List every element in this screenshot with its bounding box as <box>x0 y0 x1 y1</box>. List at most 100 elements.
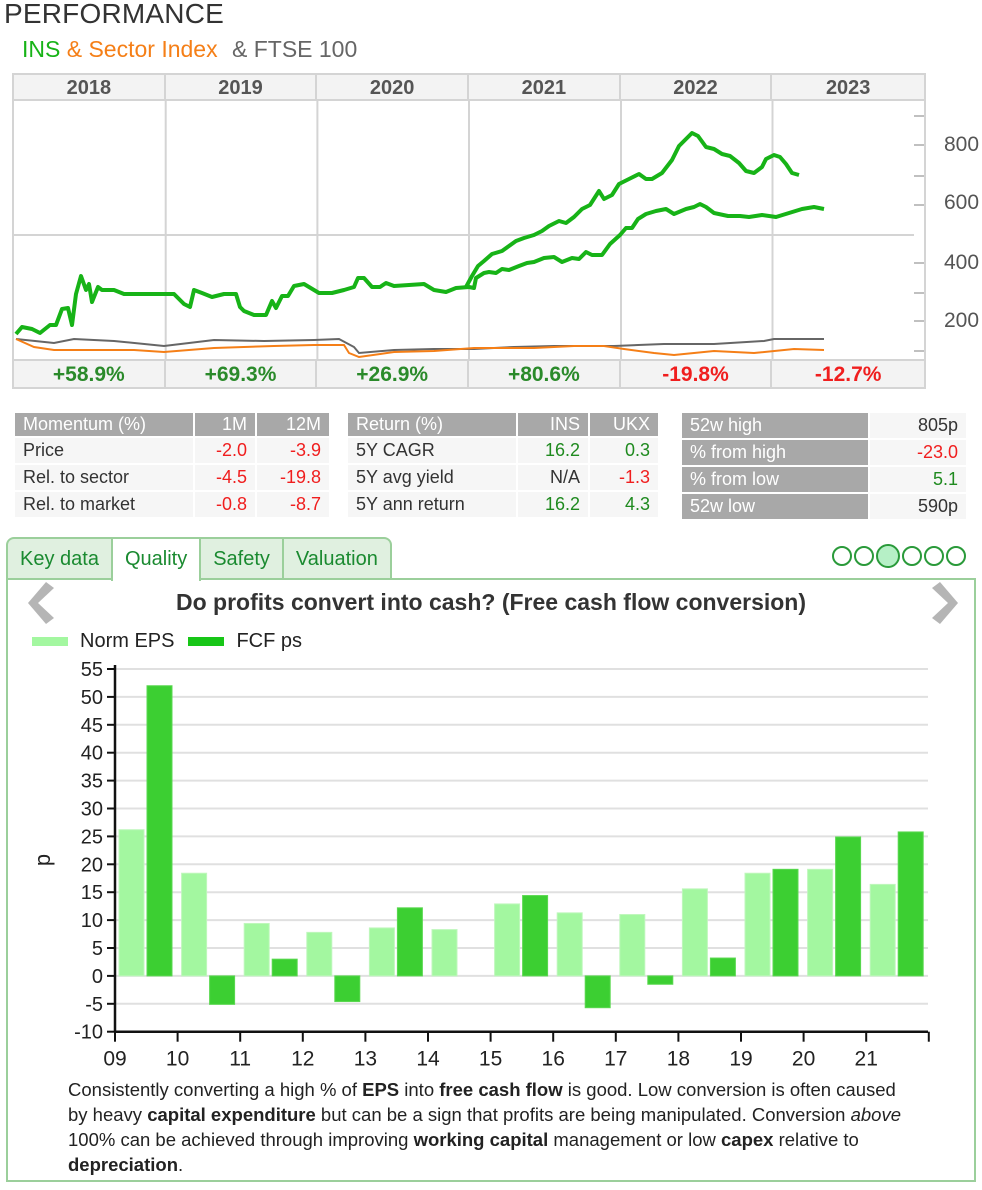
page-dot-5[interactable] <box>924 546 944 566</box>
y-tick-label: -10 <box>74 1022 103 1044</box>
value-ins: N/A <box>518 465 588 490</box>
x-tick-label: 21 <box>855 1048 878 1071</box>
year-label: 2020 <box>317 75 470 99</box>
range-table: 52w high 805p % from high -23.0 % from low… <box>680 411 968 521</box>
row-label: % from low <box>682 467 868 492</box>
tab-quality[interactable]: Quality <box>110 537 202 581</box>
description-text: working capital <box>413 1129 549 1150</box>
page-dot-1[interactable] <box>832 546 852 566</box>
description-text: but can be a sign that profits are being… <box>315 1104 851 1125</box>
x-tick-label: 16 <box>542 1048 565 1071</box>
description-text: management or low <box>548 1129 721 1150</box>
tab-bar: Key data Quality Safety Valuation <box>6 537 392 581</box>
page-dot-3[interactable] <box>876 544 900 568</box>
description-text: Consistently converting a high % of <box>68 1079 363 1100</box>
chart-description: Consistently converting a high % of EPS … <box>68 1077 918 1177</box>
momentum-table: Momentum (%) 1M 12M Price -2.0 -3.9 Rel. t… <box>13 411 331 519</box>
tab-safety[interactable]: Safety <box>199 537 284 579</box>
return-table: Return (%) INS UKX 5Y CAGR 16.2 0.3 5Y avg… <box>346 411 660 519</box>
row-label: 5Y ann return <box>348 492 516 517</box>
table-row: Price -2.0 -3.9 <box>15 438 329 463</box>
x-tick-label: 18 <box>667 1048 690 1071</box>
description-text: capital expenditure <box>147 1104 316 1125</box>
bar-fcf-ps <box>209 975 236 1005</box>
chevron-right-icon[interactable] <box>932 580 962 626</box>
bar-norm-eps <box>619 914 646 977</box>
page-indicator <box>832 544 966 568</box>
y-tick-label: 55 <box>81 659 103 681</box>
table-row: 5Y ann return 16.2 4.3 <box>348 492 658 517</box>
table-row: 52w low 590p <box>682 494 966 519</box>
year-label: 2021 <box>469 75 621 99</box>
return-header: Return (%) <box>348 413 516 436</box>
table-row: % from high -23.0 <box>682 440 966 465</box>
page-dot-6[interactable] <box>946 546 966 566</box>
quality-panel: Do profits convert into cash? (Free cash… <box>6 578 976 1182</box>
bar-norm-eps <box>807 868 834 977</box>
y-tick-label: 0 <box>92 966 103 988</box>
table-row: Rel. to market -0.8 -8.7 <box>15 492 329 517</box>
y-tick-label: 50 <box>81 687 103 709</box>
annual-return: +26.9% <box>317 361 470 387</box>
tab-valuation[interactable]: Valuation <box>281 537 392 579</box>
table-row: 52w high 805p <box>682 413 966 438</box>
y-tick-label: 10 <box>81 910 103 932</box>
legend-ftse: & FTSE 100 <box>231 36 358 62</box>
bar-fcf-ps <box>334 975 361 1003</box>
page-dot-2[interactable] <box>854 546 874 566</box>
year-label: 2022 <box>621 75 773 99</box>
row-label: Rel. to market <box>15 492 193 517</box>
momentum-1m-header: 1M <box>195 413 255 436</box>
legend-sector: & Sector Index <box>66 36 218 62</box>
y-tick-label: 40 <box>81 743 103 765</box>
page-dot-4[interactable] <box>902 546 922 566</box>
description-text: into <box>399 1079 440 1100</box>
y-tick-label: 5 <box>92 938 103 960</box>
x-tick-label: 17 <box>604 1048 627 1071</box>
description-text: is good. Low conversion is often caused … <box>68 1079 896 1125</box>
performance-legend: INS & Sector Index & FTSE 100 <box>22 36 357 63</box>
legend-swatch-fcf <box>188 637 225 646</box>
description-text: capex <box>721 1129 774 1150</box>
row-label: 52w high <box>682 413 868 438</box>
momentum-12m-header: 12M <box>257 413 329 436</box>
bar-fcf-ps <box>396 907 423 977</box>
value-ukx: -1.3 <box>590 465 658 490</box>
bar-norm-eps <box>681 888 708 977</box>
year-label: 2023 <box>825 77 871 99</box>
y-tick-label: 45 <box>81 715 103 737</box>
table-row: % from low 5.1 <box>682 467 966 492</box>
y-tick-label: 30 <box>81 799 103 821</box>
bar-norm-eps <box>431 929 458 977</box>
bar-norm-eps <box>243 922 270 977</box>
price-lines <box>14 101 924 359</box>
description-text: 100% can be achieved through improving <box>68 1129 414 1150</box>
row-value: 5.1 <box>870 467 966 492</box>
x-tick-label: 09 <box>103 1048 126 1071</box>
table-row: 5Y CAGR 16.2 0.3 <box>348 438 658 463</box>
x-tick-label: 20 <box>792 1048 815 1071</box>
y-label-800: 800 <box>944 133 980 156</box>
annual-return: -12.7% <box>814 363 882 386</box>
description-text: relative to <box>773 1129 859 1150</box>
y-label-400: 400 <box>944 251 980 274</box>
x-tick-label: 11 <box>229 1048 251 1071</box>
row-value: 805p <box>870 413 966 438</box>
legend-swatch-eps <box>32 637 68 646</box>
legend-fcf: FCF ps <box>236 630 303 652</box>
bar-fcf-ps <box>709 957 736 977</box>
row-label: Price <box>15 438 193 463</box>
bar-norm-eps <box>744 872 771 977</box>
row-value: 590p <box>870 494 966 519</box>
description-text: above <box>850 1104 901 1125</box>
bar-norm-eps <box>368 927 395 977</box>
chevron-left-icon[interactable] <box>24 580 54 626</box>
bar-fcf-ps <box>647 975 674 985</box>
value-ukx: 0.3 <box>590 438 658 463</box>
bar-norm-eps <box>118 829 145 977</box>
annual-return: +58.9% <box>14 361 166 387</box>
tab-key-data[interactable]: Key data <box>6 537 113 579</box>
description-text: . <box>178 1154 184 1175</box>
x-tick-label: 12 <box>291 1048 314 1071</box>
